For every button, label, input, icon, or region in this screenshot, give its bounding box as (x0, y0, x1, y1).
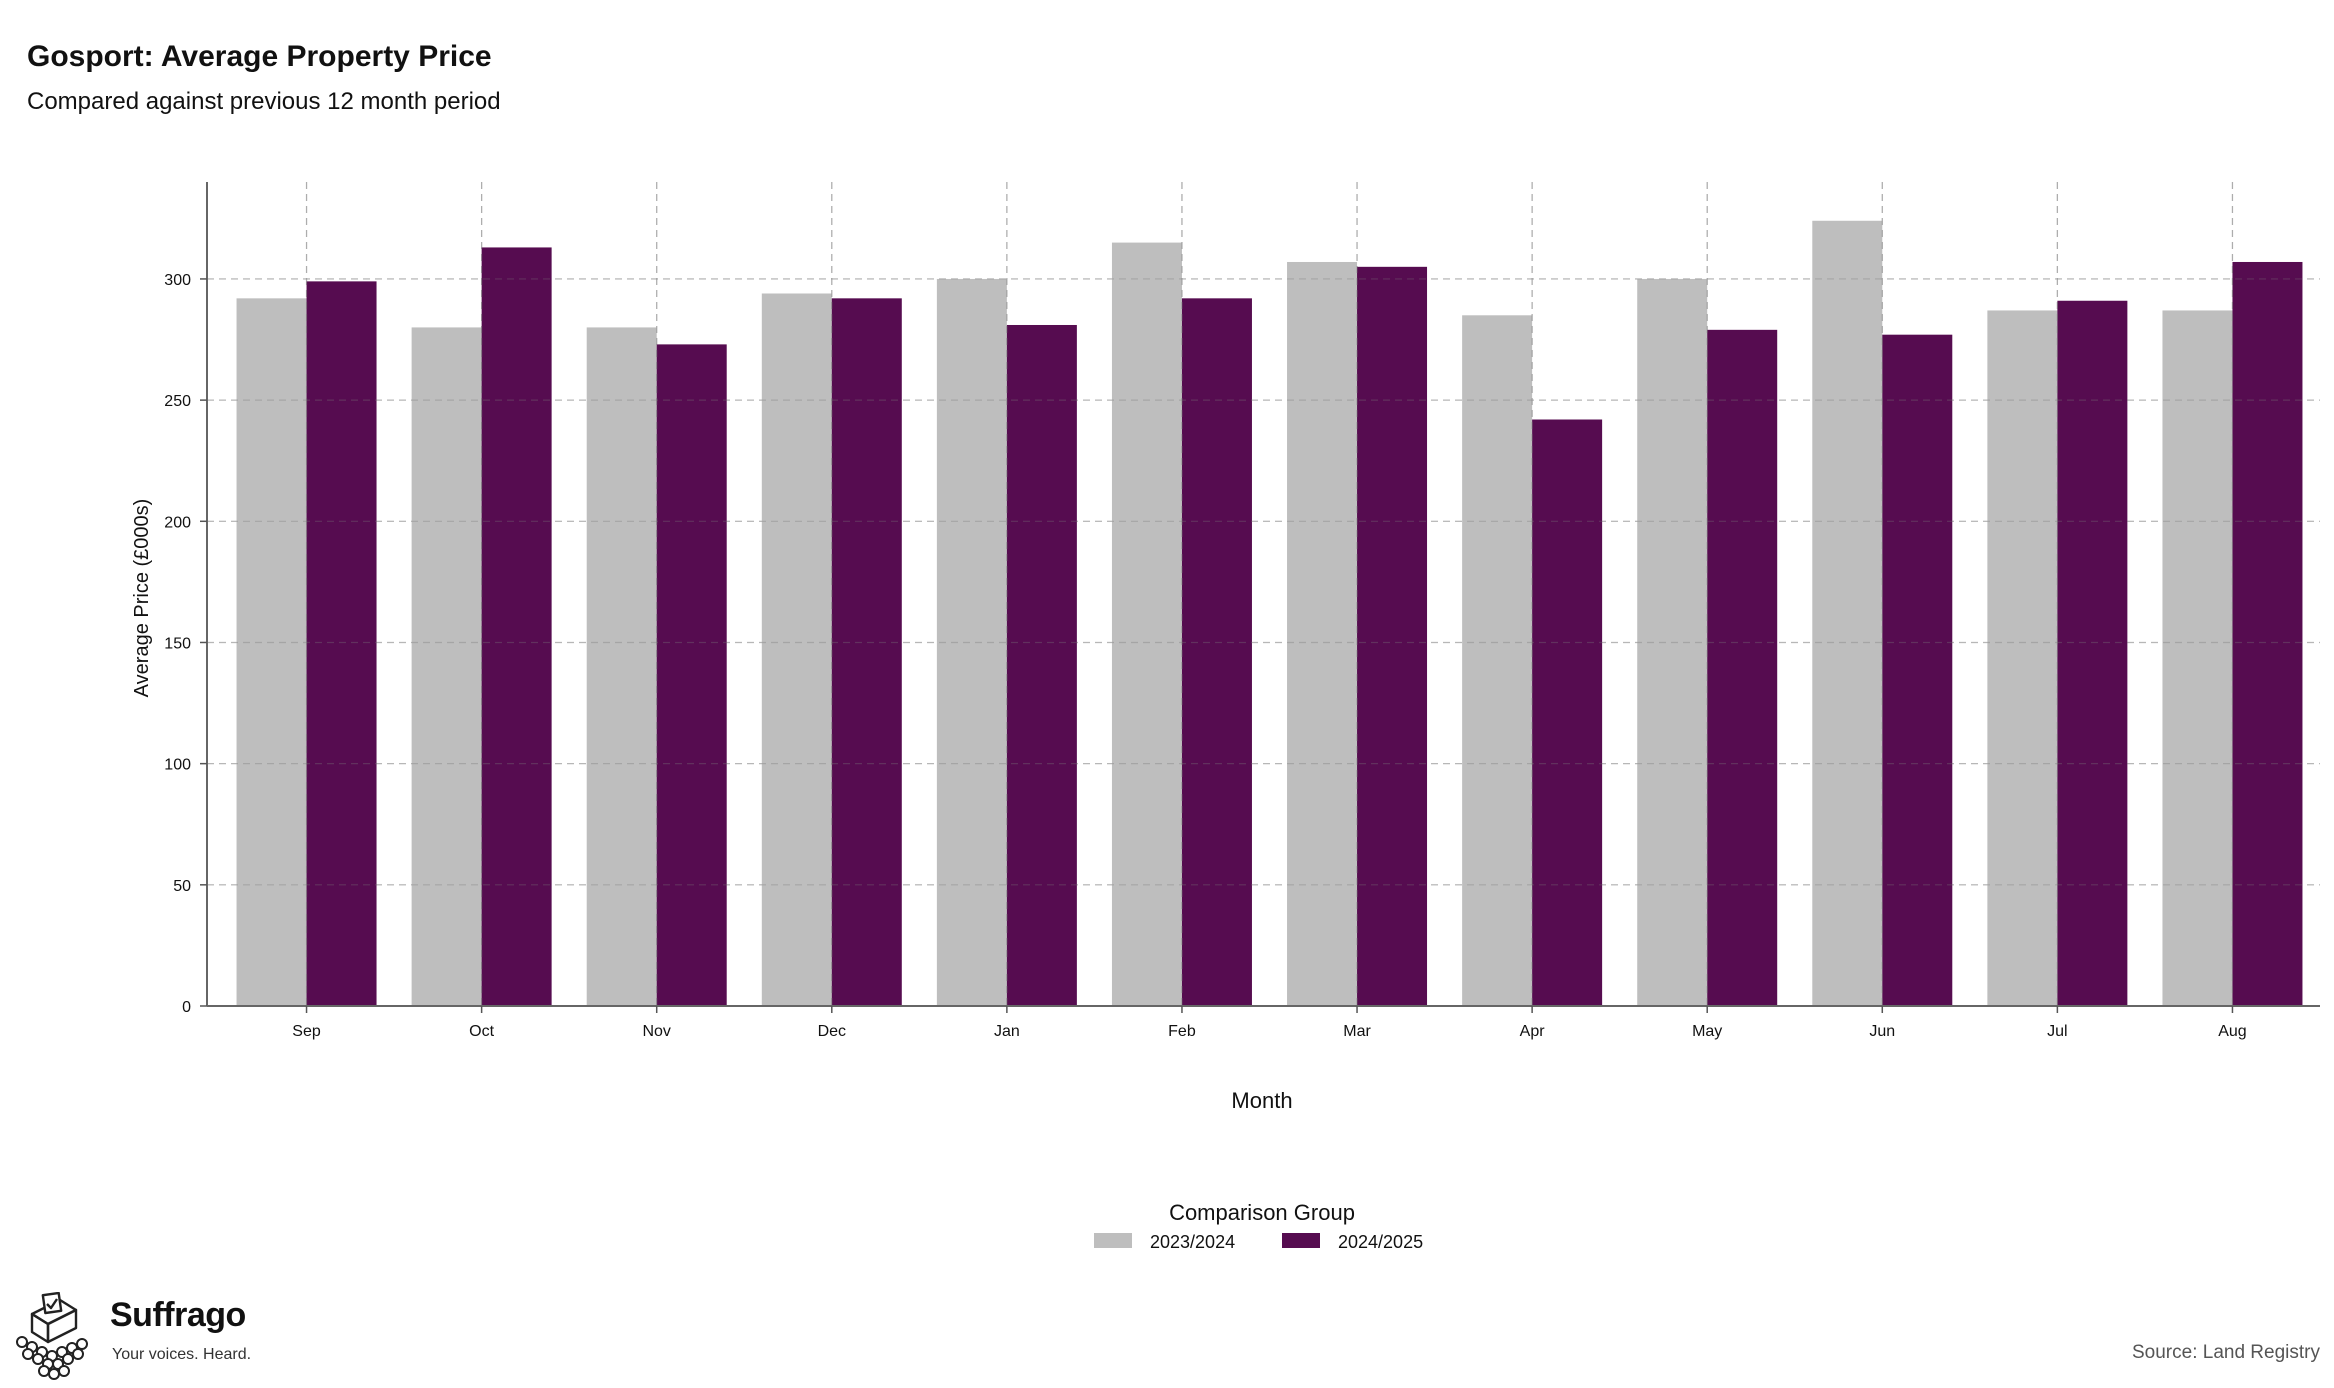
bar-2023-2024-apr (1462, 315, 1533, 1006)
bar-2023-2024-may (1637, 278, 1708, 1006)
x-tick-label: Dec (818, 1023, 846, 1040)
bar-2024-2025-sep (306, 281, 377, 1006)
x-tick-label: Oct (469, 1023, 494, 1040)
bar-2024-2025-dec (831, 298, 902, 1006)
y-axis-ticks: 0 50 100 150 200 250 300 (164, 272, 207, 1016)
bar-2024-2025-apr (1532, 419, 1603, 1007)
x-tick-label: Aug (2218, 1023, 2246, 1040)
brand-logo: Suffrago Your voices. Heard. (14, 1292, 274, 1382)
x-tick-label: Feb (1168, 1023, 1196, 1040)
y-tick-label: 200 (164, 514, 191, 531)
bar-2024-2025-aug (2232, 261, 2303, 1007)
chart-subtitle: Compared against previous 12 month perio… (27, 88, 501, 115)
y-axis-label: Average Price (£000s) (131, 499, 153, 698)
x-tick-label: Sep (292, 1023, 321, 1040)
bar-2024-2025-jun (1882, 334, 1953, 1006)
bar-2023-2024-jan (936, 278, 1007, 1006)
y-tick-label: 100 (164, 757, 191, 774)
ballot-box-icon (16, 1292, 88, 1380)
chart-axes (206, 182, 2320, 1007)
brand-tagline: Your voices. Heard. (112, 1346, 252, 1363)
x-axis-ticks: Sep Oct Nov Dec Jan Feb Mar Apr May Jun Jul Aug (292, 1006, 2247, 1040)
bar-2023-2024-feb (1111, 242, 1182, 1006)
y-tick-label: 250 (164, 393, 191, 410)
bar-2023-2024-dec (761, 293, 832, 1006)
bar-2024-2025-mar (1357, 266, 1428, 1007)
bar-2023-2024-jun (1812, 220, 1883, 1006)
x-tick-label: Jun (1869, 1023, 1895, 1040)
y-tick-label: 300 (164, 272, 191, 289)
bar-2023-2024-nov (586, 327, 657, 1007)
bar-2024-2025-feb (1181, 298, 1252, 1006)
x-axis-label: Month (1231, 1088, 1292, 1113)
y-tick-label: 150 (164, 635, 191, 652)
chart-bars (207, 182, 2320, 1007)
x-tick-label: Mar (1343, 1023, 1371, 1040)
legend-label: 2024/2025 (1338, 1232, 1423, 1252)
bar-chart: 0 50 100 150 200 250 300 Sep Oct Nov Dec Jan Feb Mar… (131, 182, 2320, 1252)
bar-2024-2025-jan (1006, 324, 1077, 1006)
bar-2023-2024-mar (1287, 261, 1358, 1007)
y-tick-label: 50 (173, 878, 191, 895)
bar-2024-2025-oct (481, 247, 552, 1006)
y-tick-label: 0 (182, 999, 191, 1016)
x-tick-label: Nov (642, 1023, 670, 1040)
bar-2023-2024-jul (1987, 310, 2058, 1007)
legend-swatch (1094, 1233, 1132, 1248)
x-tick-label: Jul (2047, 1023, 2067, 1040)
source-note: Source: Land Registry (2132, 1342, 2320, 1363)
bar-2024-2025-may (1707, 329, 1778, 1006)
legend-label: 2023/2024 (1150, 1232, 1235, 1252)
bar-2023-2024-sep (236, 298, 307, 1006)
bar-2023-2024-aug (2162, 310, 2233, 1007)
legend-swatch (1282, 1233, 1320, 1248)
x-tick-label: May (1692, 1023, 1722, 1040)
bar-2023-2024-oct (411, 327, 482, 1007)
brand-name: Suffrago (110, 1296, 246, 1334)
x-tick-label: Jan (994, 1023, 1020, 1040)
x-tick-label: Apr (1520, 1023, 1546, 1040)
legend: 2023/2024 2024/2025 (1094, 1232, 1423, 1252)
chart-title: Gosport: Average Property Price (27, 40, 492, 73)
bar-2024-2025-jul (2057, 300, 2128, 1006)
bar-2024-2025-nov (656, 344, 727, 1006)
legend-title: Comparison Group (1169, 1200, 1355, 1225)
